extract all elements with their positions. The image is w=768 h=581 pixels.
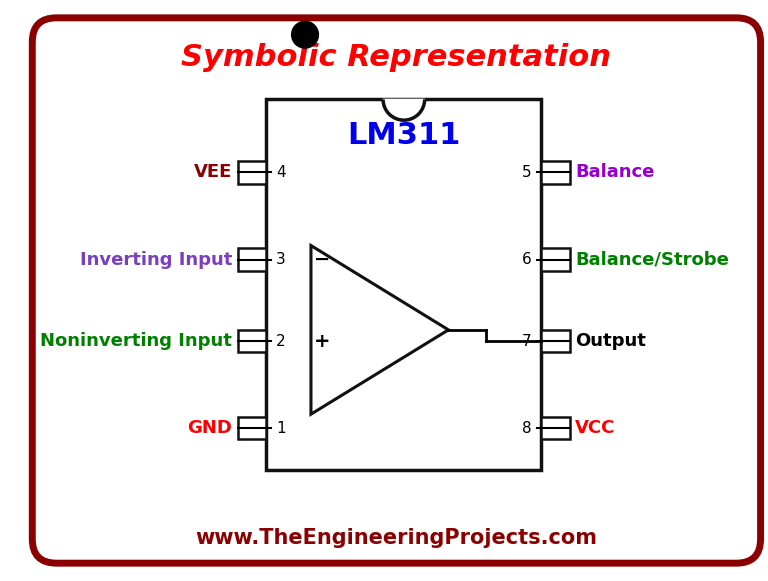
Text: Symbolic Representation: Symbolic Representation — [181, 42, 611, 71]
Text: −: − — [314, 250, 331, 269]
Bar — [541, 417, 570, 439]
Bar — [266, 99, 541, 471]
Text: GND: GND — [187, 419, 233, 437]
Bar — [238, 417, 266, 439]
Text: VEE: VEE — [194, 163, 233, 181]
Text: 3: 3 — [276, 252, 286, 267]
Text: 4: 4 — [276, 165, 286, 180]
Text: Output: Output — [575, 332, 646, 350]
Bar — [238, 248, 266, 271]
Bar — [238, 161, 266, 184]
FancyBboxPatch shape — [32, 18, 760, 563]
Text: Balance/Strobe: Balance/Strobe — [575, 250, 730, 268]
Bar — [541, 248, 570, 271]
Text: +: + — [314, 332, 331, 350]
Text: LM311: LM311 — [347, 121, 461, 150]
Text: 7: 7 — [522, 333, 531, 349]
Text: Inverting Input: Inverting Input — [80, 250, 233, 268]
Text: Noninverting Input: Noninverting Input — [41, 332, 233, 350]
Bar — [238, 330, 266, 352]
Wedge shape — [383, 99, 425, 120]
Text: Balance: Balance — [575, 163, 655, 181]
Text: 1: 1 — [276, 421, 286, 436]
Text: www.TheEngineeringProjects.com: www.TheEngineeringProjects.com — [195, 528, 598, 548]
Circle shape — [292, 21, 319, 48]
Text: 8: 8 — [522, 421, 531, 436]
Bar — [541, 161, 570, 184]
Text: 2: 2 — [276, 333, 286, 349]
Text: VCC: VCC — [575, 419, 616, 437]
Bar — [541, 330, 570, 352]
Text: 6: 6 — [522, 252, 531, 267]
Text: 5: 5 — [522, 165, 531, 180]
